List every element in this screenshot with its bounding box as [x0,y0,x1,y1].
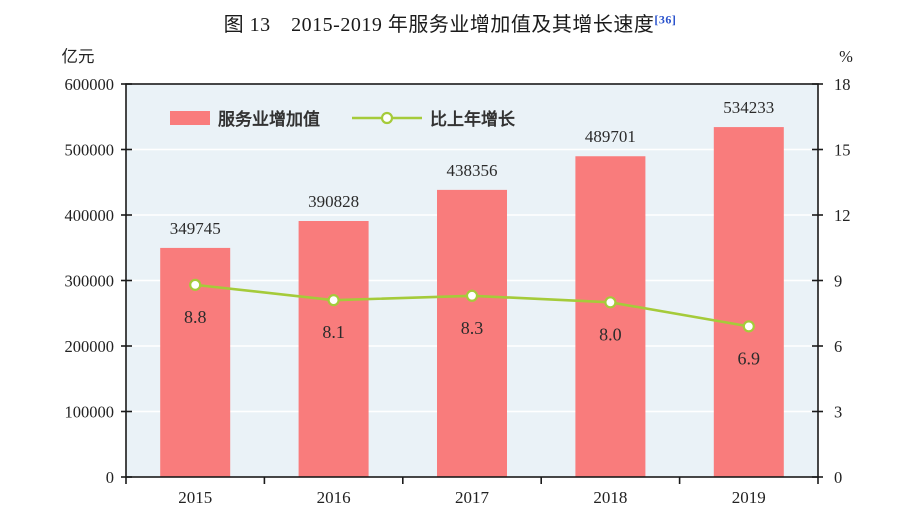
right-axis-label: 15 [834,141,851,160]
figure-title-text: 图 13 2015-2019 年服务业增加值及其增长速度 [223,14,655,36]
left-axis-unit: 亿元 [62,47,95,66]
bar-value-label: 534233 [723,98,774,117]
left-axis-label: 200000 [65,337,115,356]
line-value-label: 8.3 [461,318,484,338]
line-marker-2015 [189,278,202,291]
line-marker-2016 [327,294,340,307]
x-category-label: 2019 [732,488,766,507]
left-axis-label: 300000 [65,272,115,291]
left-axis-label: 500000 [65,141,115,160]
x-category-label: 2018 [593,488,627,507]
left-axis-label: 600000 [65,75,115,94]
line-marker-2017 [465,289,479,302]
bar-value-label: 438356 [447,161,498,180]
bar-2016 [298,221,369,477]
bar-2018 [575,156,646,477]
combo-chart-svg: 0 0 100000 3 200000 6 300000 9 400000 12 500000 15 6… [62,47,854,507]
bar-value-label: 390828 [308,192,359,211]
right-axis-label: 18 [834,75,851,94]
legend-bar-swatch [170,111,210,125]
line-value-label: 8.0 [599,324,622,344]
bar-value-label: 489701 [585,127,636,146]
left-axis-label: 100000 [65,403,115,422]
legend-bar-label: 服务业增加值 [218,109,320,129]
legend-line-marker-icon [380,111,394,125]
figure-title: 图 13 2015-2019 年服务业增加值及其增长速度[36] [0,8,900,37]
x-category-label: 2016 [317,488,351,507]
line-marker-2019 [742,320,755,333]
x-category-label: 2015 [178,488,212,507]
bar-2019 [713,127,784,477]
left-axis-label: 400000 [65,206,115,225]
right-axis-label: 3 [834,403,842,422]
right-axis-label: 12 [834,206,851,225]
line-marker-2018 [604,296,617,309]
right-axis-label: 6 [834,337,842,356]
footnote-ref-link[interactable]: [36] [654,12,677,27]
legend-line-label: 比上年增长 [430,109,516,129]
right-axis-unit: % [839,47,853,66]
right-axis-label: 9 [834,272,842,291]
line-value-label: 8.1 [322,322,345,342]
x-category-label: 2017 [455,488,490,507]
line-value-label: 6.9 [738,348,761,368]
bar-value-label: 349745 [170,219,221,238]
chart-area: 0 0 100000 3 200000 6 300000 9 400000 12 500000 15 6… [0,45,900,528]
line-value-label: 8.8 [184,307,207,327]
left-axis-label: 0 [106,468,114,487]
right-axis-label: 0 [834,468,842,487]
bar-2017 [437,189,507,477]
